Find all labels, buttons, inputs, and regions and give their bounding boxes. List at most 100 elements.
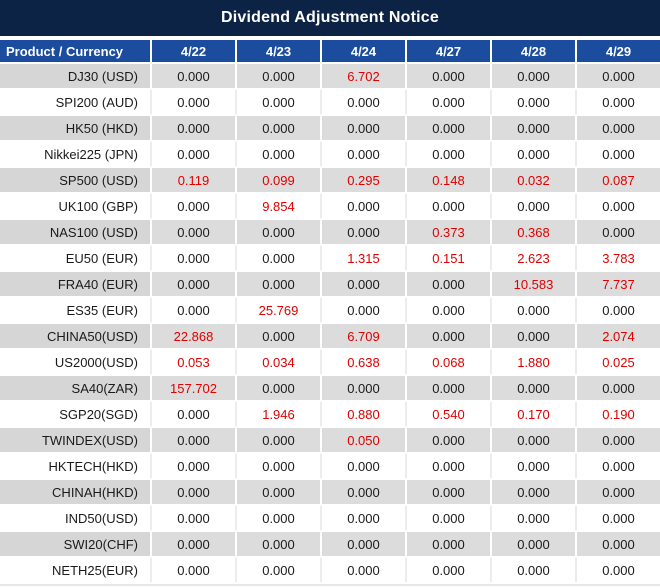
- value-cell: 0.000: [405, 272, 490, 296]
- value-cell: 0.000: [405, 90, 490, 114]
- value-cell: 6.709: [320, 324, 405, 348]
- value-cell: 0.000: [575, 376, 660, 400]
- value-cell: 0.000: [150, 532, 235, 556]
- product-cell: HKTECH(HKD): [0, 454, 150, 478]
- value-cell: 0.000: [405, 324, 490, 348]
- product-cell: HK50 (HKD): [0, 116, 150, 140]
- value-cell: 0.000: [490, 428, 575, 452]
- value-cell: 0.000: [575, 298, 660, 322]
- value-cell: 0.000: [150, 272, 235, 296]
- value-cell: 25.769: [235, 298, 320, 322]
- value-cell: 3.783: [575, 246, 660, 270]
- value-cell: 0.000: [150, 298, 235, 322]
- product-cell: SA40(ZAR): [0, 376, 150, 400]
- value-cell: 0.000: [320, 298, 405, 322]
- value-cell: 0.000: [575, 194, 660, 218]
- value-cell: 0.119: [150, 168, 235, 192]
- value-cell: 2.074: [575, 324, 660, 348]
- value-cell: 0.000: [320, 142, 405, 166]
- product-cell: CHINA50(USD): [0, 324, 150, 348]
- table-row: NETH25(EUR) 0.000 0.000 0.000 0.000 0.00…: [0, 558, 660, 582]
- table-row: SPI200 (AUD) 0.000 0.000 0.000 0.000 0.0…: [0, 90, 660, 114]
- table-row: IND50(USD) 0.000 0.000 0.000 0.000 0.000…: [0, 506, 660, 530]
- table-row: Nikkei225 (JPN) 0.000 0.000 0.000 0.000 …: [0, 142, 660, 166]
- value-cell: 1.315: [320, 246, 405, 270]
- value-cell: 0.000: [235, 428, 320, 452]
- value-cell: 0.000: [575, 90, 660, 114]
- value-cell: 0.000: [320, 376, 405, 400]
- product-cell: NAS100 (USD): [0, 220, 150, 244]
- value-cell: 0.000: [320, 220, 405, 244]
- value-cell: 0.000: [320, 116, 405, 140]
- table-row: DJ30 (USD) 0.000 0.000 6.702 0.000 0.000…: [0, 64, 660, 88]
- value-cell: 0.000: [575, 506, 660, 530]
- value-cell: 0.000: [150, 506, 235, 530]
- value-cell: 0.000: [490, 142, 575, 166]
- product-cell: FRA40 (EUR): [0, 272, 150, 296]
- value-cell: 0.000: [150, 194, 235, 218]
- value-cell: 0.000: [490, 298, 575, 322]
- value-cell: 0.032: [490, 168, 575, 192]
- value-cell: 0.000: [320, 272, 405, 296]
- value-cell: 0.000: [150, 558, 235, 582]
- value-cell: 0.000: [150, 402, 235, 426]
- value-cell: 0.000: [575, 558, 660, 582]
- product-cell: SWI20(CHF): [0, 532, 150, 556]
- value-cell: 0.000: [150, 246, 235, 270]
- value-cell: 0.000: [490, 480, 575, 504]
- value-cell: 0.000: [405, 558, 490, 582]
- product-cell: EU50 (EUR): [0, 246, 150, 270]
- value-cell: 0.000: [150, 428, 235, 452]
- value-cell: 0.000: [490, 324, 575, 348]
- value-cell: 2.623: [490, 246, 575, 270]
- value-cell: 0.000: [405, 480, 490, 504]
- value-cell: 0.000: [150, 220, 235, 244]
- date-header: 4/28: [490, 40, 575, 62]
- value-cell: 0.000: [235, 272, 320, 296]
- value-cell: 0.000: [490, 90, 575, 114]
- table-row: HK50 (HKD) 0.000 0.000 0.000 0.000 0.000…: [0, 116, 660, 140]
- table-row: CHINAH(HKD) 0.000 0.000 0.000 0.000 0.00…: [0, 480, 660, 504]
- table-row: TWINDEX(USD) 0.000 0.000 0.050 0.000 0.0…: [0, 428, 660, 452]
- value-cell: 0.000: [150, 480, 235, 504]
- table-header-row: Product / Currency 4/22 4/23 4/24 4/27 4…: [0, 40, 660, 62]
- value-cell: 0.000: [575, 116, 660, 140]
- product-cell: SGP20(SGD): [0, 402, 150, 426]
- value-cell: 0.087: [575, 168, 660, 192]
- value-cell: 0.000: [490, 116, 575, 140]
- product-cell: SP500 (USD): [0, 168, 150, 192]
- value-cell: 0.000: [235, 64, 320, 88]
- value-cell: 0.000: [320, 480, 405, 504]
- table-body: DJ30 (USD) 0.000 0.000 6.702 0.000 0.000…: [0, 64, 660, 582]
- date-header: 4/24: [320, 40, 405, 62]
- value-cell: 0.368: [490, 220, 575, 244]
- value-cell: 0.151: [405, 246, 490, 270]
- product-cell: DJ30 (USD): [0, 64, 150, 88]
- product-cell: UK100 (GBP): [0, 194, 150, 218]
- value-cell: 157.702: [150, 376, 235, 400]
- value-cell: 0.068: [405, 350, 490, 374]
- value-cell: 0.000: [150, 142, 235, 166]
- value-cell: 0.000: [150, 90, 235, 114]
- value-cell: 0.000: [235, 116, 320, 140]
- value-cell: 6.702: [320, 64, 405, 88]
- value-cell: 0.000: [575, 480, 660, 504]
- table-row: HKTECH(HKD) 0.000 0.000 0.000 0.000 0.00…: [0, 454, 660, 478]
- value-cell: 0.170: [490, 402, 575, 426]
- value-cell: 0.000: [235, 376, 320, 400]
- date-header: 4/22: [150, 40, 235, 62]
- table-row: UK100 (GBP) 0.000 9.854 0.000 0.000 0.00…: [0, 194, 660, 218]
- value-cell: 0.050: [320, 428, 405, 452]
- value-cell: 0.638: [320, 350, 405, 374]
- table-row: CHINA50(USD) 22.868 0.000 6.709 0.000 0.…: [0, 324, 660, 348]
- value-cell: 0.000: [150, 454, 235, 478]
- value-cell: 0.000: [320, 558, 405, 582]
- value-cell: 0.000: [490, 454, 575, 478]
- value-cell: 7.737: [575, 272, 660, 296]
- value-cell: 0.000: [575, 64, 660, 88]
- product-cell: Nikkei225 (JPN): [0, 142, 150, 166]
- table-row: FRA40 (EUR) 0.000 0.000 0.000 0.000 10.5…: [0, 272, 660, 296]
- table-row: NAS100 (USD) 0.000 0.000 0.000 0.373 0.3…: [0, 220, 660, 244]
- value-cell: 0.000: [150, 64, 235, 88]
